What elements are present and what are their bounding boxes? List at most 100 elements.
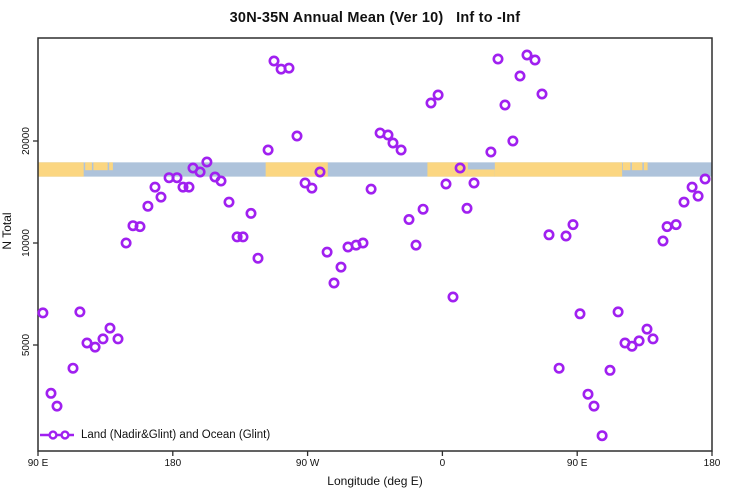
data-point — [231, 231, 243, 243]
data-point — [74, 306, 86, 318]
data-point — [365, 183, 377, 195]
data-point — [425, 97, 437, 109]
data-point — [314, 166, 326, 178]
data-point — [112, 333, 124, 345]
data-point — [51, 400, 63, 412]
data-point — [81, 337, 93, 349]
plot-border — [37, 37, 713, 452]
data-point — [633, 335, 645, 347]
data-point — [529, 54, 541, 66]
data-point — [194, 166, 206, 178]
y-tick-label: 5000 — [21, 333, 32, 356]
data-point — [447, 291, 459, 303]
data-point — [661, 221, 673, 233]
data-point — [142, 200, 154, 212]
data-point — [104, 322, 116, 334]
data-point — [612, 306, 624, 318]
data-point — [283, 62, 295, 74]
data-point — [127, 220, 139, 232]
data-point — [262, 144, 274, 156]
data-point — [382, 129, 394, 141]
data-point — [567, 219, 579, 231]
x-tick-label: 90 E — [567, 458, 588, 469]
map-strip-land — [109, 162, 113, 171]
data-point — [171, 172, 183, 184]
map-strip-land — [622, 162, 631, 171]
data-point — [201, 156, 213, 168]
data-point — [215, 175, 227, 187]
chart-title: 30N-35N Annual Mean (Ver 10) Inf to -Inf — [229, 10, 521, 26]
data-point — [560, 230, 572, 242]
data-point — [536, 88, 548, 100]
map-strip-land — [631, 162, 643, 171]
data-point — [183, 181, 195, 193]
data-point — [692, 190, 704, 202]
map-strip-land — [467, 169, 495, 177]
data-point — [604, 364, 616, 376]
data-point — [582, 388, 594, 400]
y-tick-label: 10000 — [21, 229, 32, 257]
data-point — [395, 144, 407, 156]
data-point — [387, 137, 399, 149]
data-point — [588, 400, 600, 412]
data-point — [237, 231, 249, 243]
data-point — [252, 252, 264, 264]
legend-marker-icon — [40, 430, 74, 440]
data-point — [417, 203, 429, 215]
data-point — [134, 221, 146, 233]
data-point — [37, 307, 49, 319]
data-point — [574, 308, 586, 320]
data-point — [223, 196, 235, 208]
data-point — [596, 430, 608, 442]
map-strip-land — [265, 162, 328, 177]
data-point — [485, 146, 497, 158]
legend-label: Land (Nadir&Glint) and Ocean (Glint) — [81, 429, 271, 441]
data-point — [328, 277, 340, 289]
data-point — [641, 323, 653, 335]
data-point — [149, 181, 161, 193]
x-tick-label: 90 W — [296, 458, 320, 469]
x-tick-label: 180 — [164, 458, 181, 469]
data-point — [468, 177, 480, 189]
x-tick-label: 0 — [440, 458, 446, 469]
data-point — [291, 130, 303, 142]
data-point — [245, 207, 257, 219]
map-strip-land — [93, 162, 108, 171]
data-point — [357, 237, 369, 249]
data-point — [543, 229, 555, 241]
data-point — [45, 387, 57, 399]
data-point — [321, 246, 333, 258]
data-point — [335, 261, 347, 273]
data-point — [626, 340, 638, 352]
data-point — [521, 49, 533, 61]
data-point — [403, 214, 415, 226]
data-point — [67, 362, 79, 374]
data-point — [499, 99, 511, 111]
data-point — [507, 135, 519, 147]
data-point — [89, 341, 101, 353]
data-point — [657, 235, 669, 247]
data-point — [553, 362, 565, 374]
x-tick-label: 90 E — [28, 458, 49, 469]
data-point — [699, 173, 711, 185]
data-point — [514, 70, 526, 82]
map-strip-land — [85, 162, 92, 171]
data-point — [120, 237, 132, 249]
data-point — [432, 89, 444, 101]
data-point — [440, 178, 452, 190]
data-point — [454, 162, 466, 174]
data-point — [492, 53, 504, 65]
data-point — [410, 239, 422, 251]
data-point — [647, 333, 659, 345]
legend: Land (Nadir&Glint) and Ocean (Glint) — [39, 428, 270, 442]
map-strip-land — [38, 162, 84, 177]
x-tick-label: 180 — [704, 458, 721, 469]
data-point — [686, 181, 698, 193]
x-axis-title: Longitude (deg E) — [327, 474, 423, 488]
data-point — [670, 219, 682, 231]
data-point — [177, 181, 189, 193]
map-strip-land — [494, 162, 623, 177]
y-axis-title: N Total — [0, 212, 14, 250]
data-point — [155, 191, 167, 203]
